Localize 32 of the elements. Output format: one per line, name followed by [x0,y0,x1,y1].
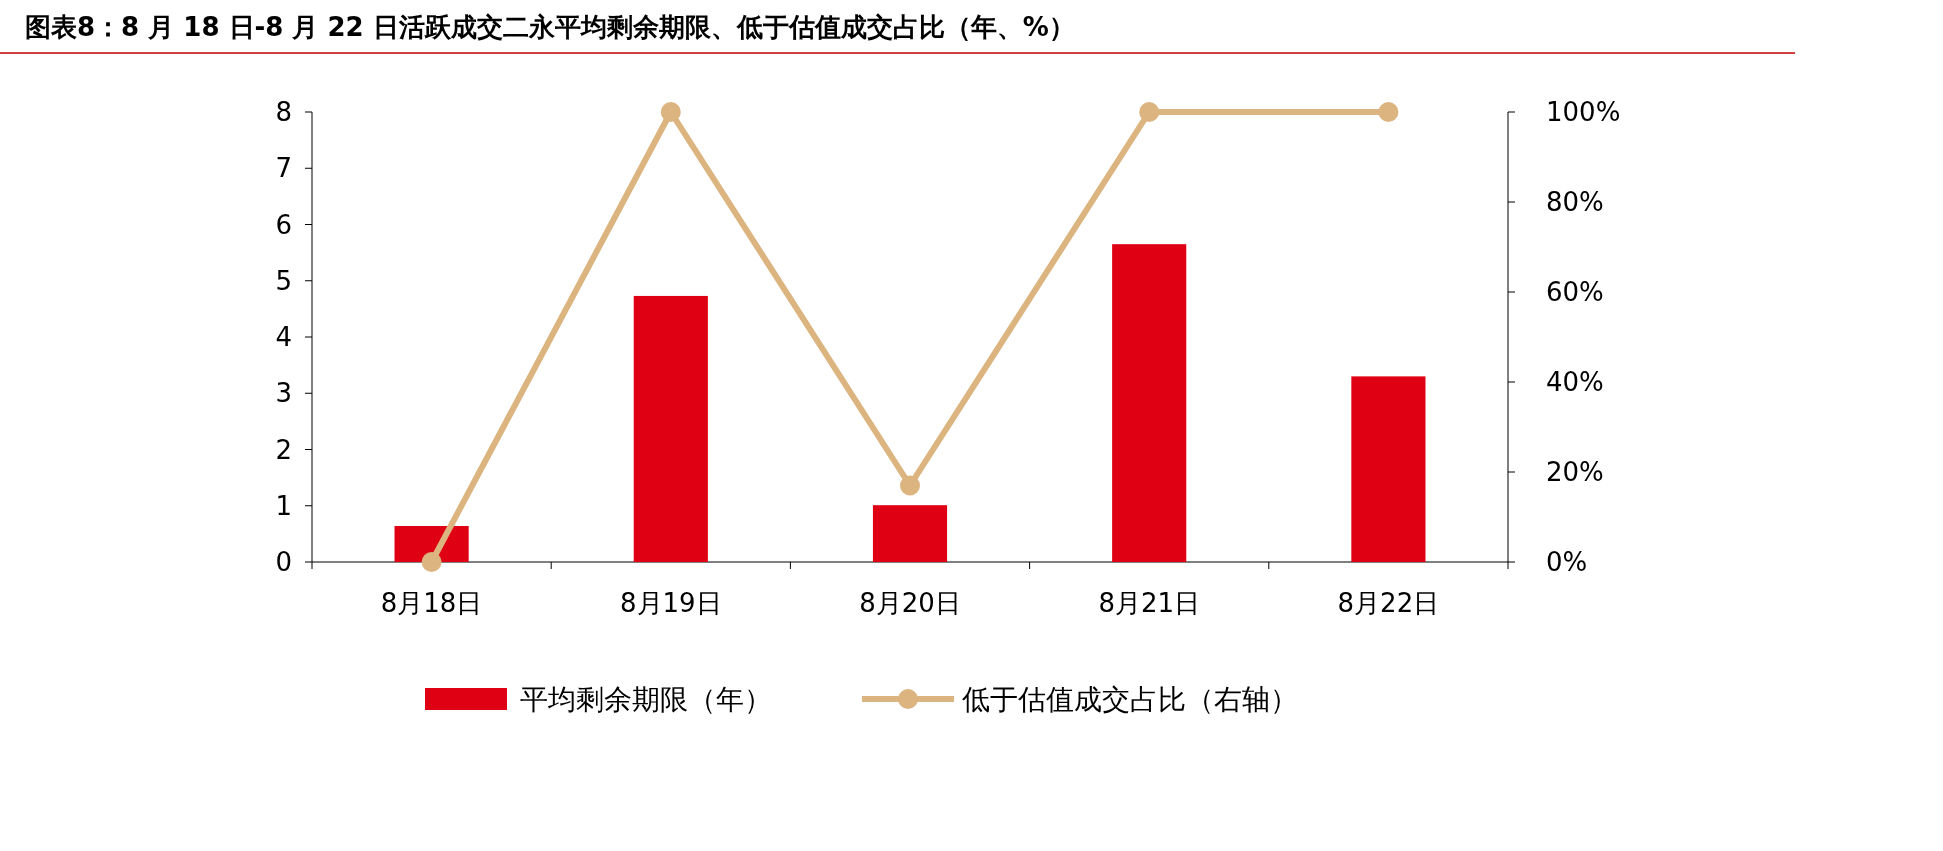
y-tick-label: 0 [275,547,292,577]
chart-title: 图表8：8 月 18 日-8 月 22 日活跃成交二永平均剩余期限、低于估值成交占比（年、%） [25,12,1075,42]
y-tick-label: 5 [275,265,292,296]
bar [1112,244,1187,562]
point [1378,102,1399,122]
y-tick-label: 8 [275,97,292,127]
x-tick-label: 8月18日 [380,588,483,618]
y2-tick-label: 100% [1546,97,1621,127]
bar [872,505,948,562]
y2-tick-label: 40% [1546,367,1604,397]
y2-tick-label: 80% [1546,187,1604,217]
point [900,475,920,496]
point [660,102,681,122]
x-tick-label: 8月21日 [1098,588,1201,618]
legend-label: 平均剩余期限（年） [520,683,772,716]
y2-tick-label: 0% [1546,547,1588,577]
y-tick-label: 3 [275,378,292,409]
x-tick-label: 8月19日 [619,588,722,618]
legend-label: 低于估值成交占比（右轴） [962,683,1298,716]
x-tick-label: 8月22日 [1337,588,1440,618]
y-tick-label: 4 [275,322,292,352]
y2-tick-label: 60% [1546,277,1604,307]
y-tick-label: 6 [275,209,292,240]
point [1139,102,1160,122]
y2-tick-label: 20% [1546,457,1604,487]
y-tick-label: 7 [275,153,292,184]
bar [633,295,708,562]
y-tick-label: 1 [275,490,292,521]
x-tick-label: 8月20日 [859,588,961,618]
point [421,552,442,572]
y-tick-label: 2 [275,434,292,465]
bar [1351,376,1426,562]
